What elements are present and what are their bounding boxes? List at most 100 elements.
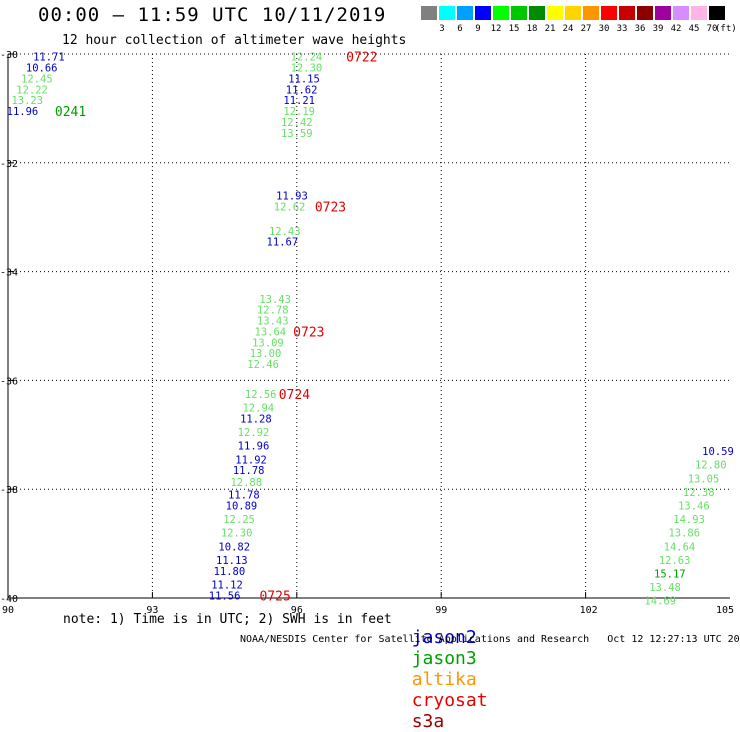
note-text: note: 1) Time is in UTC; 2) SWH is in fe… <box>63 612 392 627</box>
lon-label: 99 <box>435 605 447 616</box>
wave-height-label: 11.78 <box>233 465 265 477</box>
legend-label: 39 <box>652 24 664 34</box>
legend-label: 6 <box>457 24 463 34</box>
lat-label: -34 <box>0 268 18 279</box>
wave-height-label: 12.38 <box>683 487 715 499</box>
wave-height-label: 13.46 <box>678 501 710 513</box>
legend-label: 18 <box>526 24 538 34</box>
pass-time-label: 0724 <box>279 388 310 403</box>
legend-swatch <box>619 6 635 20</box>
legend-label: 15 <box>508 24 520 34</box>
legend-swatch <box>529 6 545 20</box>
legend-unit: (ft) <box>715 24 737 34</box>
wave-height-label: 12.43 <box>269 226 301 238</box>
pass-time-label: 0725 <box>259 589 290 604</box>
satellite-label-jason3: jason3 <box>411 648 477 669</box>
legend-swatch <box>493 6 509 20</box>
legend-swatch <box>547 6 563 20</box>
legend-swatch <box>637 6 653 20</box>
wave-height-label: 12.88 <box>230 477 262 489</box>
satellite-label-altika: altika <box>411 669 477 690</box>
wave-height-label: 12.92 <box>238 427 270 439</box>
wave-height-label: 13.05 <box>688 473 720 485</box>
lon-label: 96 <box>291 605 303 616</box>
wave-height-label: 11.80 <box>214 566 246 578</box>
wave-height-label: 13.43 <box>257 316 289 328</box>
lon-label: 93 <box>146 605 158 616</box>
legend-label: 21 <box>544 24 556 34</box>
wave-height-label: 11.15 <box>288 73 320 85</box>
map-subtitle: 12 hour collection of altimeter wave hei… <box>62 33 407 48</box>
lon-label: 105 <box>716 605 734 616</box>
wave-height-label: 12.30 <box>291 63 323 75</box>
wave-height-label: 12.42 <box>281 117 313 129</box>
wave-height-label: 12.80 <box>695 460 727 472</box>
wave-height-label: 11.62 <box>286 84 318 96</box>
legend-swatch <box>421 6 437 20</box>
wave-height-label: 11.21 <box>283 95 315 107</box>
wave-height-label: 12.24 <box>291 52 323 64</box>
wave-height-label: 10.59 <box>702 446 734 458</box>
wave-height-label: 12.22 <box>16 84 48 96</box>
wave-height-label: 13.59 <box>281 128 313 140</box>
legend-label: 12 <box>490 24 502 34</box>
legend-label: 24 <box>562 24 574 34</box>
legend-label: 33 <box>616 24 628 34</box>
pass-time-label: 0723 <box>315 200 346 215</box>
wave-height-label: 11.92 <box>235 454 267 466</box>
wave-height-label: 12.46 <box>247 359 279 371</box>
pass-time-label: 0723 <box>293 325 324 340</box>
legend-label: 42 <box>670 24 682 34</box>
wave-height-label: 10.89 <box>226 501 258 513</box>
wave-height-label: 14.93 <box>673 514 705 526</box>
lat-label: -40 <box>0 594 18 605</box>
legend-swatch <box>511 6 527 20</box>
lat-label: -30 <box>0 50 18 61</box>
legend-swatch <box>475 6 491 20</box>
wave-height-label: 11.93 <box>276 190 308 202</box>
legend-label: 70 <box>706 24 718 34</box>
legend-swatch <box>691 6 707 20</box>
legend-swatch <box>565 6 581 20</box>
wave-height-label: 11.13 <box>216 555 248 567</box>
wave-height-label: 13.43 <box>259 294 291 306</box>
wave-height-label: 12.78 <box>257 305 289 317</box>
wave-height-label: 13.64 <box>255 326 287 338</box>
wave-height-label: 11.56 <box>209 590 241 602</box>
satellite-label-jason2: jason2 <box>411 627 477 648</box>
wave-height-label: 10.82 <box>218 541 250 553</box>
pass-time-label: 0722 <box>346 51 377 66</box>
wave-height-label: 12.45 <box>21 73 53 85</box>
legend-swatch <box>457 6 473 20</box>
legend-label: 36 <box>634 24 646 34</box>
satellite-legend: jason2 jason3 altika cryosat s3a <box>390 606 498 732</box>
legend-swatch <box>673 6 689 20</box>
legend-swatch <box>601 6 617 20</box>
wave-height-label: 14.64 <box>664 541 696 553</box>
map-title: 00:00 – 11:59 UTC 10/11/2019 <box>38 4 387 26</box>
lat-label: -32 <box>0 159 18 170</box>
wave-height-label: 11.78 <box>228 490 260 502</box>
wave-height-label: 11.96 <box>238 441 270 453</box>
wave-height-label: 11.96 <box>7 106 39 118</box>
satellite-label-cryosat: cryosat <box>411 690 488 711</box>
wave-height-label: 10.66 <box>26 63 58 75</box>
wave-height-label: 12.62 <box>274 201 306 213</box>
wave-height-label: 13.86 <box>668 528 700 540</box>
footer-credit: NOAA/NESDIS Center for Satellite Applica… <box>240 634 740 645</box>
wave-height-label: 12.56 <box>245 389 277 401</box>
wave-height-label: 12.25 <box>223 514 255 526</box>
legend-label: 27 <box>580 24 592 34</box>
wave-height-label: 11.67 <box>267 237 299 249</box>
lat-label: -38 <box>0 485 18 496</box>
lon-label: 90 <box>2 605 14 616</box>
wave-height-label: 12.30 <box>221 528 253 540</box>
wave-height-label: 12.19 <box>283 106 315 118</box>
pass-time-label: 0241 <box>55 105 86 120</box>
wave-height-label: 13.09 <box>252 337 284 349</box>
legend-label: 3 <box>439 24 445 34</box>
wave-height-label: 11.12 <box>211 579 243 591</box>
legend-swatch <box>583 6 599 20</box>
wave-height-label: 15.17 <box>654 569 686 581</box>
